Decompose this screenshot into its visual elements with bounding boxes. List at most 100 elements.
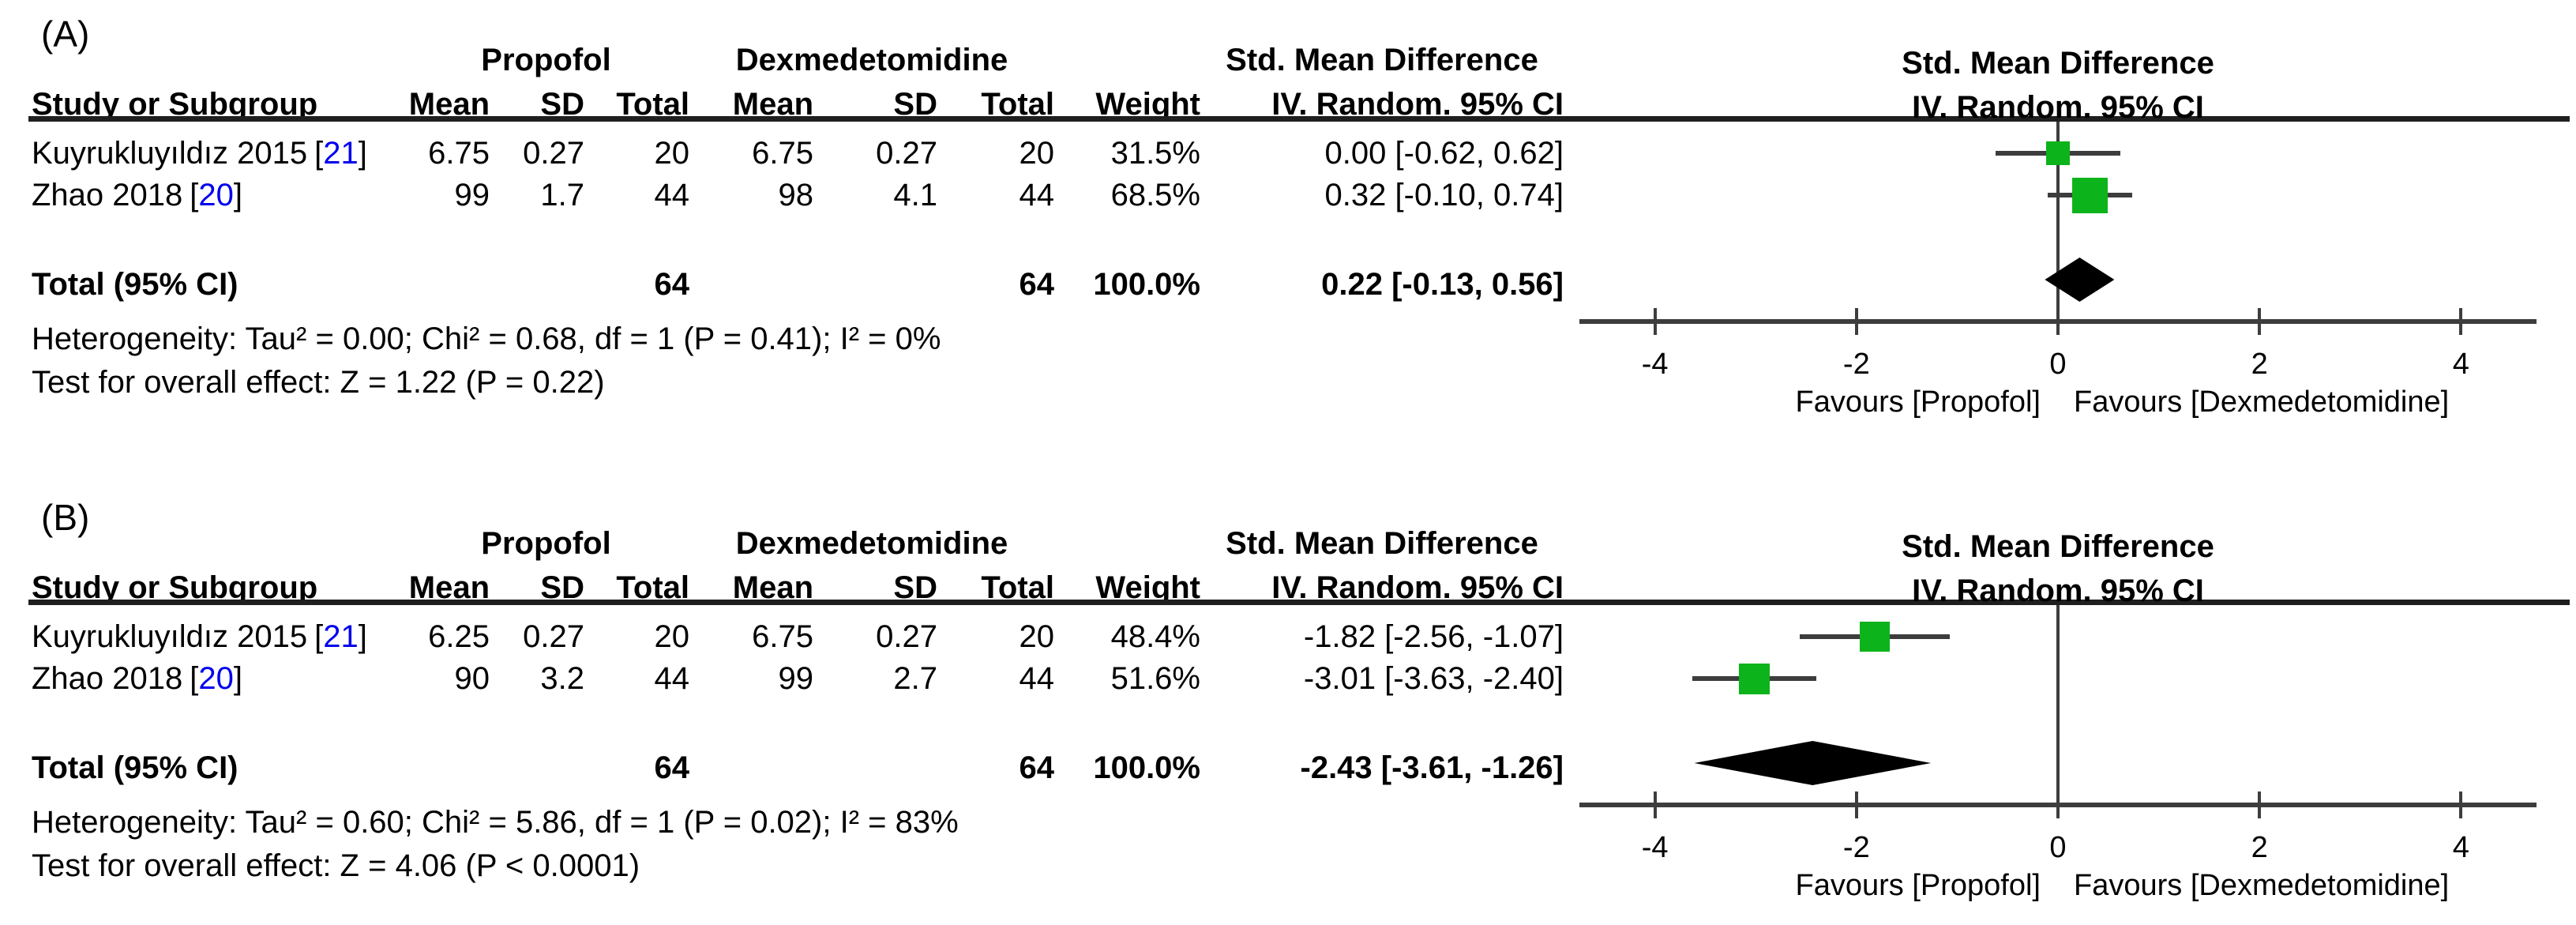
col-ci-method: IV. Random. 95% CI — [1271, 570, 1564, 605]
ci-value: 0.32 [-0.10, 0.74] — [1324, 178, 1564, 212]
total-dex: 20 — [1019, 619, 1055, 654]
col-mean-dex: Mean — [732, 87, 813, 122]
axis-tick — [1854, 792, 1858, 818]
total-row: Total (95% CI) 64 64 100.0% -2.43 [-3.61… — [32, 749, 1564, 787]
col-sd-dex: SD — [893, 87, 937, 122]
total-n-propofol: 64 — [654, 750, 690, 785]
sd-propofol: 3.2 — [540, 661, 584, 696]
favours-right-label: Favours [Dexmedetomidine] — [2074, 869, 2450, 902]
study-name-cell: Zhao 201820 — [32, 176, 403, 214]
axis-tick — [2258, 308, 2262, 335]
study-name-cell: Kuyrukluyıldız 201521 — [32, 618, 403, 656]
favours-left-label: Favours [Propofol] — [1795, 385, 2041, 419]
effect-square — [2046, 141, 2070, 165]
weight-value: 31.5% — [1110, 136, 1200, 171]
ci-value: -3.01 [-3.63, -2.40] — [1303, 661, 1564, 696]
axis-tick — [2459, 792, 2463, 818]
total-propofol: 44 — [654, 178, 690, 212]
axis-tick-label: 4 — [2452, 831, 2469, 864]
col-study: Study or Subgroup — [32, 570, 318, 605]
plot-header: Std. Mean Difference IV. Random. 95% CI — [1579, 41, 2537, 130]
effect-square — [1739, 663, 1771, 694]
sd-dex: 0.27 — [876, 136, 937, 171]
axis-tick — [1854, 308, 1858, 335]
weight-value: 51.6% — [1110, 661, 1200, 696]
col-mean-propofol: Mean — [408, 87, 490, 122]
heterogeneity-text: Heterogeneity: Tau² = 0.60; Chi² = 5.86,… — [32, 805, 959, 840]
study-name: Zhao 2018 — [32, 661, 183, 696]
sd-propofol: 0.27 — [523, 136, 584, 171]
ci-value: -1.82 [-2.56, -1.07] — [1303, 619, 1564, 654]
plot-effect-method: IV. Random. 95% CI — [1912, 573, 2204, 608]
study-row: Kuyrukluyıldız 201521 6.25 0.27 20 6.75 … — [32, 618, 1564, 656]
sd-dex: 0.27 — [876, 619, 937, 654]
mean-dex: 6.75 — [752, 619, 813, 654]
total-weight: 100.0% — [1093, 750, 1200, 785]
total-n-dex: 64 — [1019, 750, 1055, 785]
col-weight: Weight — [1095, 570, 1200, 605]
mean-propofol: 99 — [454, 178, 490, 212]
forest-plot-area: -4 -2 0 2 4 Favours [Propofol] Favours [Dexmed… — [0, 483, 2576, 925]
group-header-row: Propofol Dexmedetomidine Std. Mean Diffe… — [32, 41, 1564, 79]
overall-effect-text: Test for overall effect: Z = 4.06 (P < 0… — [32, 848, 640, 883]
axis-tick — [2459, 308, 2463, 335]
study-name: Zhao 2018 — [32, 178, 183, 212]
column-header-row: Study or Subgroup Mean SD Total Mean SD … — [32, 569, 1564, 607]
col-ci-method: IV. Random. 95% CI — [1271, 87, 1564, 122]
total-n-propofol: 64 — [654, 267, 690, 302]
mean-propofol: 90 — [454, 661, 490, 696]
citation-link[interactable]: 21 — [314, 619, 367, 654]
axis-tick-label: 2 — [2251, 831, 2268, 864]
effect-title-table: Std. Mean Difference — [1226, 43, 1538, 77]
group-header-dexmedetomidine: Dexmedetomidine — [735, 43, 1008, 77]
col-sd-propofol: SD — [540, 570, 584, 605]
col-weight: Weight — [1095, 87, 1200, 122]
sd-propofol: 0.27 — [523, 619, 584, 654]
axis-tick-label: -4 — [1641, 348, 1669, 381]
ci-value: 0.00 [-0.62, 0.62] — [1324, 136, 1564, 171]
total-propofol: 20 — [654, 136, 690, 171]
total-row: Total (95% CI) 64 64 100.0% 0.22 [-0.13,… — [32, 265, 1564, 303]
plot-effect-title: Std. Mean Difference — [1902, 46, 2214, 81]
header-rule — [28, 116, 2570, 122]
pooled-diamond — [1694, 741, 1932, 785]
axis-tick-label: 2 — [2251, 348, 2268, 381]
total-propofol: 20 — [654, 619, 690, 654]
mean-dex: 6.75 — [752, 136, 813, 171]
heterogeneity-text: Heterogeneity: Tau² = 0.00; Chi² = 0.68,… — [32, 321, 941, 356]
group-header-dexmedetomidine: Dexmedetomidine — [735, 526, 1008, 561]
group-header-propofol: Propofol — [481, 43, 611, 77]
citation-link[interactable]: 20 — [190, 178, 242, 212]
study-name-cell: Kuyrukluyıldız 201521 — [32, 134, 403, 172]
total-label: Total (95% CI) — [32, 750, 238, 785]
col-total-propofol: Total — [616, 570, 689, 605]
col-mean-dex: Mean — [732, 570, 813, 605]
citation-link[interactable]: 21 — [314, 136, 367, 171]
axis-tick — [1653, 792, 1657, 818]
total-dex: 44 — [1019, 178, 1055, 212]
sd-dex: 2.7 — [893, 661, 937, 696]
axis-tick — [2258, 792, 2262, 818]
total-label: Total (95% CI) — [32, 267, 238, 302]
weight-value: 48.4% — [1110, 619, 1200, 654]
mean-propofol: 6.75 — [428, 136, 490, 171]
column-header-row: Study or Subgroup Mean SD Total Mean SD … — [32, 85, 1564, 123]
study-row: Zhao 201820 99 1.7 44 98 4.1 44 68.5% 0.… — [32, 176, 1564, 214]
citation-link[interactable]: 20 — [190, 661, 242, 696]
forest-panel-b: (B) Propofol Dexmedetomidine Std. Mean D… — [0, 483, 2576, 925]
effect-square — [2072, 177, 2108, 213]
col-total-propofol: Total — [616, 87, 689, 122]
axis-tick-label: 0 — [2049, 831, 2067, 864]
study-name: Kuyrukluyıldız 2015 — [32, 619, 308, 654]
header-rule — [28, 600, 2570, 605]
zero-line — [2056, 605, 2060, 807]
sd-propofol: 1.7 — [540, 178, 584, 212]
effect-square — [1859, 622, 1890, 652]
total-dex: 44 — [1019, 661, 1055, 696]
total-weight: 100.0% — [1093, 267, 1200, 302]
weight-value: 68.5% — [1110, 178, 1200, 212]
axis-tick-label: -2 — [1842, 831, 1870, 864]
plot-effect-title: Std. Mean Difference — [1902, 529, 2214, 564]
forest-plot-area: -4 -2 0 2 4 Favours [Propofol] Favours [Dexmed… — [1579, 122, 2537, 419]
